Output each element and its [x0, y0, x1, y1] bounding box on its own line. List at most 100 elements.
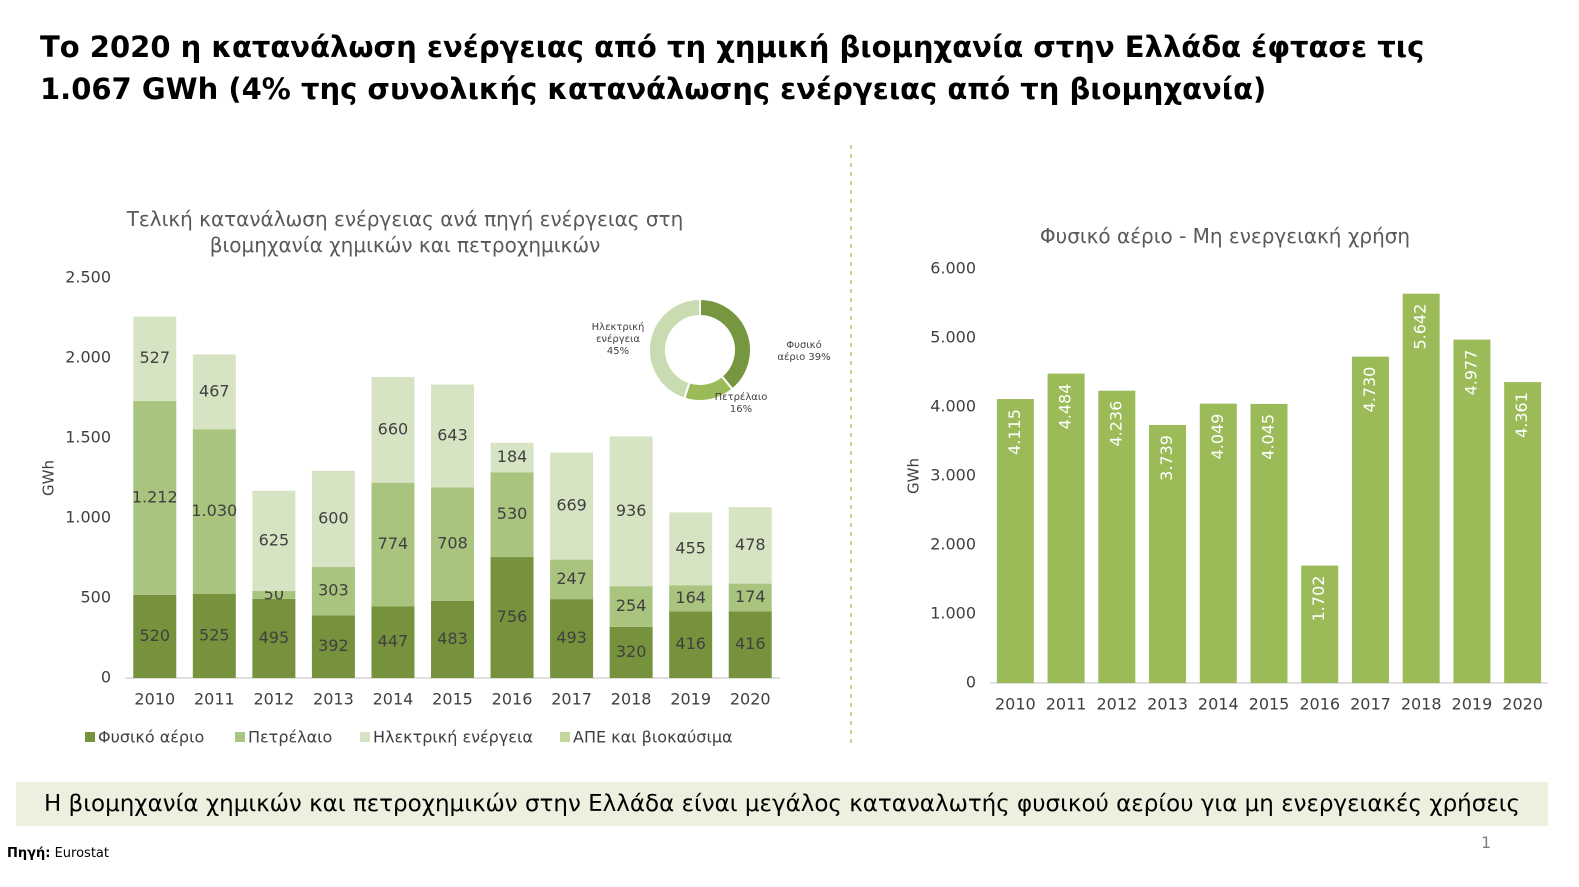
data-label: 774: [378, 534, 409, 553]
chart-title: Φυσικό αέριο - Μη ενεργειακή χρήση: [1039, 224, 1411, 248]
x-tick-label: 2013: [1147, 695, 1188, 714]
y-tick-label: 2.500: [65, 268, 111, 287]
data-label: 184: [497, 447, 528, 466]
data-label: 1.702: [1309, 576, 1328, 622]
data-label: 495: [259, 628, 290, 647]
data-label: 530: [497, 504, 528, 523]
data-label: 483: [437, 629, 468, 648]
x-tick-label: 2013: [313, 690, 354, 709]
data-label: 392: [318, 636, 349, 655]
bar-segment: [490, 442, 534, 473]
donut-value: 39%: [808, 352, 831, 363]
data-label: 520: [139, 626, 170, 645]
bar-segment: [371, 377, 415, 483]
x-tick-label: 2018: [1401, 695, 1442, 714]
y-tick-label: 2.000: [930, 535, 976, 554]
bar-segment: [490, 472, 534, 558]
data-label: 4.484: [1056, 384, 1075, 430]
bar-segment: [192, 429, 236, 594]
y-tick-label: 5.000: [930, 328, 976, 347]
x-tick-label: 2015: [432, 690, 473, 709]
y-tick-label: 0: [101, 668, 111, 687]
data-label: 625: [259, 530, 290, 549]
bar-segment: [371, 482, 415, 607]
x-tick-label: 2014: [1198, 695, 1239, 714]
bar: [1098, 390, 1136, 683]
bar-segment: [728, 583, 772, 612]
x-tick-label: 2011: [194, 690, 235, 709]
legend-label: ΑΠΕ και βιοκαύσιμα: [573, 728, 733, 747]
data-label: 416: [735, 634, 766, 653]
data-label: 416: [675, 634, 706, 653]
y-tick-label: 3.000: [930, 466, 976, 485]
y-axis-label: GWh: [40, 460, 58, 496]
data-label: 4.045: [1259, 414, 1278, 460]
bar-segment: [192, 594, 236, 678]
bar-segment: [133, 400, 177, 595]
data-label: 247: [556, 569, 587, 588]
data-label: 1.212: [132, 487, 178, 506]
data-label: 3.739: [1157, 435, 1176, 481]
bar-segment: [431, 384, 474, 488]
data-label: 936: [616, 501, 647, 520]
legend-label: Πετρέλαιο: [248, 728, 332, 747]
donut-segment: [648, 297, 701, 400]
x-tick-label: 2010: [134, 690, 175, 709]
bar: [1301, 565, 1339, 683]
donut-value: 16%: [729, 404, 753, 415]
legend-label: Φυσικό αέριο: [98, 728, 204, 747]
bar: [1402, 293, 1440, 683]
data-label: 164: [675, 588, 706, 607]
bar-segment: [311, 615, 355, 678]
source-label: Πηγή:: [7, 846, 51, 861]
bar: [996, 399, 1034, 683]
y-tick-label: 1.500: [65, 428, 111, 447]
source: Πηγή: Eurostat: [7, 846, 109, 861]
x-tick-label: 2012: [1096, 695, 1137, 714]
banner: Η βιομηχανία χημικών και πετροχημικών στ…: [16, 782, 1548, 826]
y-tick-label: 2.000: [65, 348, 111, 367]
bar-segment: [550, 599, 594, 678]
data-label: 493: [556, 628, 587, 647]
bar-segment: [609, 626, 653, 678]
bar: [1504, 382, 1542, 683]
x-tick-label: 2016: [492, 690, 533, 709]
x-tick-label: 2017: [1350, 695, 1391, 714]
data-label: 4.049: [1208, 414, 1227, 460]
data-label: 447: [378, 632, 409, 651]
legend-swatch: [360, 732, 370, 742]
bar-segment: [252, 598, 296, 678]
bar-segment: [669, 585, 713, 612]
bar-segment: [609, 436, 653, 587]
bar: [1250, 403, 1288, 683]
x-tick-label: 2012: [254, 690, 295, 709]
donut-value: 45%: [606, 346, 630, 357]
data-label: 4.115: [1005, 409, 1024, 455]
bar: [1047, 373, 1085, 683]
data-label: 4.361: [1512, 392, 1531, 438]
data-label: 4.730: [1360, 367, 1379, 413]
y-tick-label: 1.000: [65, 508, 111, 527]
bar-segment: [609, 586, 653, 627]
bar-segment: [669, 512, 713, 586]
data-label: 756: [497, 607, 528, 626]
data-label: 669: [556, 496, 587, 515]
data-label: 303: [318, 581, 349, 600]
data-label: 643: [437, 426, 468, 445]
x-tick-label: 2019: [670, 690, 711, 709]
x-tick-label: 2017: [551, 690, 592, 709]
x-tick-label: 2016: [1299, 695, 1340, 714]
bar-segment: [728, 611, 772, 678]
bar-segment: [252, 590, 296, 599]
bar-segment: [550, 452, 594, 560]
bar: [1149, 425, 1187, 683]
y-axis-label: GWh: [905, 458, 923, 494]
bar-segment: [192, 354, 236, 430]
donut-label: Φυσικό αέριο 39%: [773, 340, 835, 364]
x-tick-label: 2015: [1249, 695, 1290, 714]
donut-label: Ηλεκτρική ενέργεια 45%: [587, 322, 649, 358]
x-tick-label: 2019: [1452, 695, 1493, 714]
slide-title: Το 2020 η κατανάλωση ενέργειας από τη χη…: [40, 30, 1425, 106]
y-tick-label: 6.000: [930, 259, 976, 278]
donut-label: Πετρέλαιο 16%: [710, 392, 772, 416]
